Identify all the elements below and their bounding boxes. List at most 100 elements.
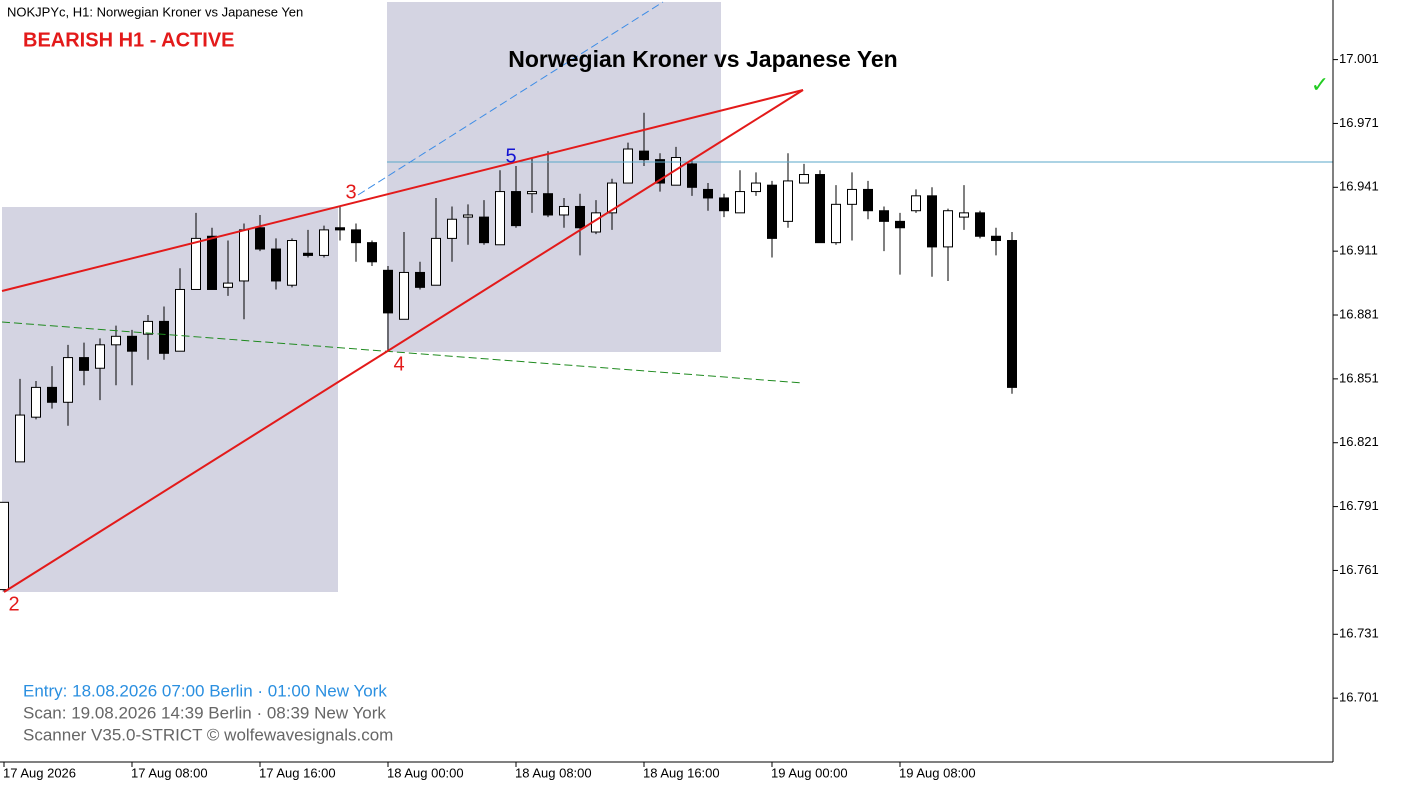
candle-body (255, 227, 265, 250)
candle-body (511, 191, 521, 227)
candle-body (63, 357, 73, 403)
x-tick-label: 18 Aug 08:00 (515, 765, 592, 780)
candle-body (559, 205, 569, 216)
candle-body (351, 229, 361, 244)
candle-body (543, 193, 553, 216)
candle-body (671, 157, 681, 186)
candle-body (143, 320, 153, 335)
status: BEARISH H1 - ACTIVE (23, 29, 235, 51)
candle-body (959, 212, 969, 218)
wave-label: 5 (505, 145, 516, 167)
candle-body (927, 195, 937, 248)
candle-body (527, 191, 537, 195)
candle-body (575, 205, 585, 229)
candle-body (15, 414, 25, 463)
x-tick-label: 18 Aug 00:00 (387, 765, 464, 780)
candle-body (751, 182, 761, 193)
candle-body (831, 203, 841, 244)
x-tick-label: 19 Aug 00:00 (771, 765, 848, 780)
y-tick-label: 16.971 (1339, 115, 1379, 130)
candle-body (463, 214, 473, 218)
candle-body (431, 237, 441, 286)
candle-body (31, 386, 41, 418)
candle-body (319, 229, 329, 256)
footer-line: Scan: 19.08.2026 14:39 Berlin · 08:39 Ne… (23, 703, 386, 722)
candle-body (191, 237, 201, 290)
candle-body (383, 269, 393, 314)
checkmark: ✓ (1311, 72, 1329, 97)
candle-body (303, 252, 313, 256)
candle-body (175, 288, 185, 352)
candle-body (735, 191, 745, 214)
candle-body (287, 240, 297, 286)
candle-body (335, 227, 345, 231)
candle-body (863, 188, 873, 212)
candle-body (1007, 240, 1017, 388)
candle-body (767, 184, 777, 239)
candle-body (223, 282, 233, 288)
candle-body (943, 210, 953, 248)
wave-label: 2 (8, 593, 19, 615)
candle-body (991, 235, 1001, 242)
footer-line: Scanner V35.0-STRICT © wolfewavesignals.… (23, 725, 393, 744)
candle-body (911, 195, 921, 212)
y-tick-label: 16.701 (1339, 690, 1379, 705)
candle-body (495, 191, 505, 246)
y-tick-label: 16.881 (1339, 306, 1379, 321)
x-tick-label: 17 Aug 16:00 (259, 765, 336, 780)
symbol-line: NOKJPYc, H1: Norwegian Kroner vs Japanes… (7, 4, 303, 19)
candles (0, 112, 1017, 592)
y-tick-label: 16.941 (1339, 179, 1379, 194)
candle-body (207, 235, 217, 290)
candle-body (111, 335, 121, 346)
candle-body (799, 174, 809, 184)
candle-body (159, 320, 169, 354)
y-tick-label: 16.851 (1339, 370, 1379, 385)
candle-body (0, 501, 9, 591)
candle-body (479, 216, 489, 244)
target-line (357, 1, 664, 196)
candle-body (703, 188, 713, 199)
candle-body (847, 188, 857, 205)
y-tick-label: 16.731 (1339, 626, 1379, 641)
candle-body (367, 242, 377, 263)
x-tick-label: 19 Aug 08:00 (899, 765, 976, 780)
x-tick-label: 18 Aug 16:00 (643, 765, 720, 780)
x-tick-label: 17 Aug 2026 (3, 765, 76, 780)
x-tick-label: 17 Aug 08:00 (131, 765, 208, 780)
candle-body (47, 386, 57, 403)
candle-body (399, 271, 409, 320)
candle-body (639, 150, 649, 161)
candle-body (655, 159, 665, 184)
candle-body (127, 335, 137, 352)
footer-line: Entry: 18.08.2026 07:00 Berlin · 01:00 N… (23, 681, 387, 700)
y-tick-label: 16.761 (1339, 562, 1379, 577)
candle-body (607, 182, 617, 214)
chart-title: Norwegian Kroner vs Japanese Yen (508, 46, 897, 72)
epa-line (1, 321, 804, 384)
candle-body (719, 197, 729, 212)
zone (2, 207, 338, 592)
wedge-line (3, 89, 804, 593)
candle-body (447, 218, 457, 239)
candle-body (687, 163, 697, 188)
candle-body (783, 180, 793, 222)
candle-body (79, 357, 89, 371)
candle-body (95, 344, 105, 369)
candle-body (239, 229, 249, 282)
candle-body (879, 210, 889, 222)
candle-body (415, 271, 425, 288)
y-tick-label: 16.791 (1339, 498, 1379, 513)
y-tick-label: 16.911 (1339, 243, 1378, 258)
wedge-line (1, 89, 804, 292)
wave-label: 3 (345, 181, 356, 203)
candle-body (623, 148, 633, 184)
wave-label: 4 (393, 353, 404, 375)
candle-body (815, 174, 825, 244)
y-tick-label: 16.821 (1339, 434, 1379, 449)
candle-body (975, 212, 985, 237)
candle-body (895, 220, 905, 229)
candle-body (271, 248, 281, 282)
y-tick-label: 17.001 (1339, 51, 1379, 66)
